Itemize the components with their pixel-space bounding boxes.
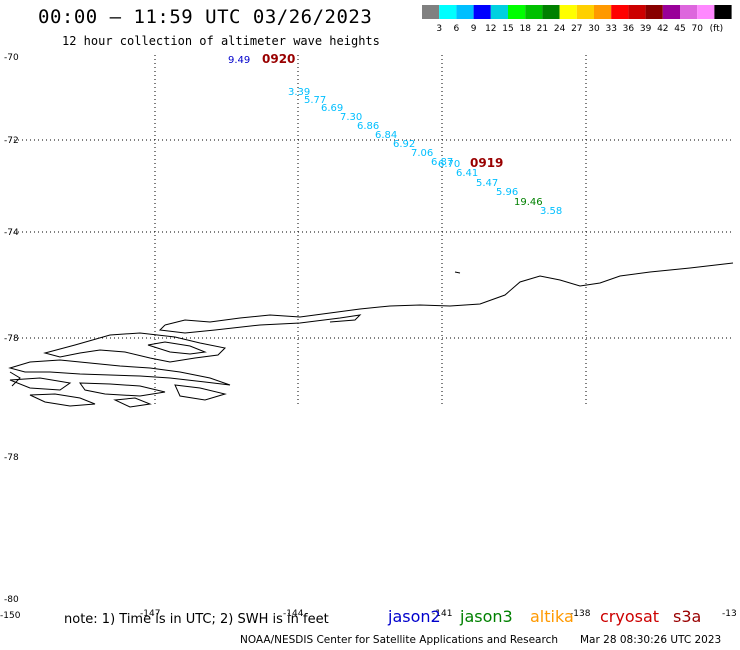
legend-swatch <box>490 5 508 19</box>
coastline-path <box>9 377 72 391</box>
legend-label: 15 <box>502 24 513 34</box>
legend-swatch <box>680 5 698 19</box>
legend-label: (ft) <box>710 24 724 34</box>
swh-value: 3.39 <box>288 87 310 98</box>
lat-label: -80 <box>4 595 19 605</box>
page-title: 00:00 – 11:59 UTC 03/26/2023 <box>38 6 373 28</box>
swh-value: 5.96 <box>496 187 518 198</box>
legend-label: 9 <box>471 24 477 34</box>
lon-label: -13 <box>722 609 737 619</box>
coastline-path <box>164 262 734 326</box>
legend-label: 27 <box>571 24 582 34</box>
legend-jason2: jason2 <box>388 607 441 626</box>
legend-label: 39 <box>640 24 652 34</box>
coastline-path <box>113 397 152 408</box>
coastline-path <box>29 393 96 407</box>
legend-swatch <box>611 5 629 19</box>
coastline-path <box>147 341 207 355</box>
observation-labels: 9.49 3.395.776.697.306.866.846.927.066.87… <box>228 52 562 217</box>
coastline-path <box>174 384 227 401</box>
legend-swatch <box>559 5 577 19</box>
lat-label: -78 <box>4 453 19 463</box>
coastline-path <box>79 382 166 397</box>
legend-swatch <box>439 5 457 19</box>
legend-label: 42 <box>657 24 668 34</box>
swh-value: 5.77 <box>304 95 326 106</box>
legend-label: 18 <box>519 24 531 34</box>
lat-label: -70 <box>4 53 19 63</box>
swh-value: 6.92 <box>393 139 415 150</box>
legend-altika: altika <box>530 607 574 626</box>
legend-label: 33 <box>605 24 616 34</box>
legend-cryosat: cryosat <box>600 607 660 626</box>
legend-swatch <box>422 5 440 19</box>
swh-value: 6.84 <box>375 130 397 141</box>
legend-label: 36 <box>623 24 635 34</box>
footer-timestamp: Mar 28 08:30:26 UTC 2023 <box>580 634 722 646</box>
legend-swatch <box>473 5 491 19</box>
legend-swatch <box>645 5 663 19</box>
lon-label: -141 <box>432 609 452 619</box>
legend-swatch <box>525 5 543 19</box>
coastline <box>8 262 734 408</box>
swh-value: 6.86 <box>357 121 379 132</box>
swh-value: 6.87 <box>431 157 453 168</box>
page-subtitle: 12 hour collection of altimeter wave hei… <box>62 34 380 48</box>
swh-value: 6.70 <box>438 159 460 170</box>
legend-swatch <box>662 5 680 19</box>
lon-label: -138 <box>570 609 591 619</box>
legend-s3a: s3a <box>673 607 702 626</box>
legend-swatch <box>508 5 526 19</box>
coastline-path <box>8 359 231 386</box>
swh-value: 19.46 <box>514 197 543 208</box>
lat-label: -74 <box>4 228 19 238</box>
swh-value: 3.58 <box>540 206 562 217</box>
lon-label: -144 <box>283 609 304 619</box>
note-text: note: 1) Time is in UTC; 2) SWH is in fe… <box>64 612 329 627</box>
lat-label: -72 <box>4 136 19 146</box>
axis-labels: -70 -72 -74 -78 -78 -80 -150 -147 -144 -141 -138 -1… <box>0 53 737 621</box>
legend-label: 6 <box>454 24 460 34</box>
coastline-path <box>9 371 21 387</box>
legend-label: 45 <box>674 24 685 34</box>
legend-swatch <box>697 5 715 19</box>
pass-time-label: 0919 <box>470 156 503 170</box>
swh-value: 7.06 <box>411 148 433 159</box>
coastline-path <box>454 271 461 274</box>
legend-label: 30 <box>588 24 600 34</box>
swh-value: 9.49 <box>228 55 250 66</box>
legend-swatch <box>594 5 612 19</box>
swh-value: 6.69 <box>321 103 343 114</box>
legend-label: 12 <box>485 24 496 34</box>
legend-label: 24 <box>554 24 566 34</box>
coastline-path <box>158 314 362 334</box>
lat-label: -78 <box>4 334 19 344</box>
lon-label: -150 <box>0 611 21 621</box>
footer-credit: NOAA/NESDIS Center for Satellite Applica… <box>240 634 558 646</box>
graticule <box>10 55 733 405</box>
coastline-path <box>43 332 227 363</box>
swh-value: 6.41 <box>456 168 478 179</box>
legend-label: 21 <box>537 24 548 34</box>
legend-swatch <box>542 5 560 19</box>
legend-swatch <box>714 5 732 19</box>
swh-value: 7.30 <box>340 112 362 123</box>
legend-jason3: jason3 <box>460 607 513 626</box>
swh-value: 5.47 <box>476 178 498 189</box>
legend-label: 70 <box>691 24 703 34</box>
lon-label: -147 <box>140 609 160 619</box>
legend-swatch <box>456 5 474 19</box>
color-legend: 3 6 9 12 15 18 21 24 27 30 33 36 39 42 45 70 (ft) <box>422 5 732 34</box>
legend-label: 3 <box>436 24 442 34</box>
pass-time-label: 0920 <box>262 52 295 66</box>
legend-swatch <box>576 5 594 19</box>
legend-swatch <box>628 5 646 19</box>
